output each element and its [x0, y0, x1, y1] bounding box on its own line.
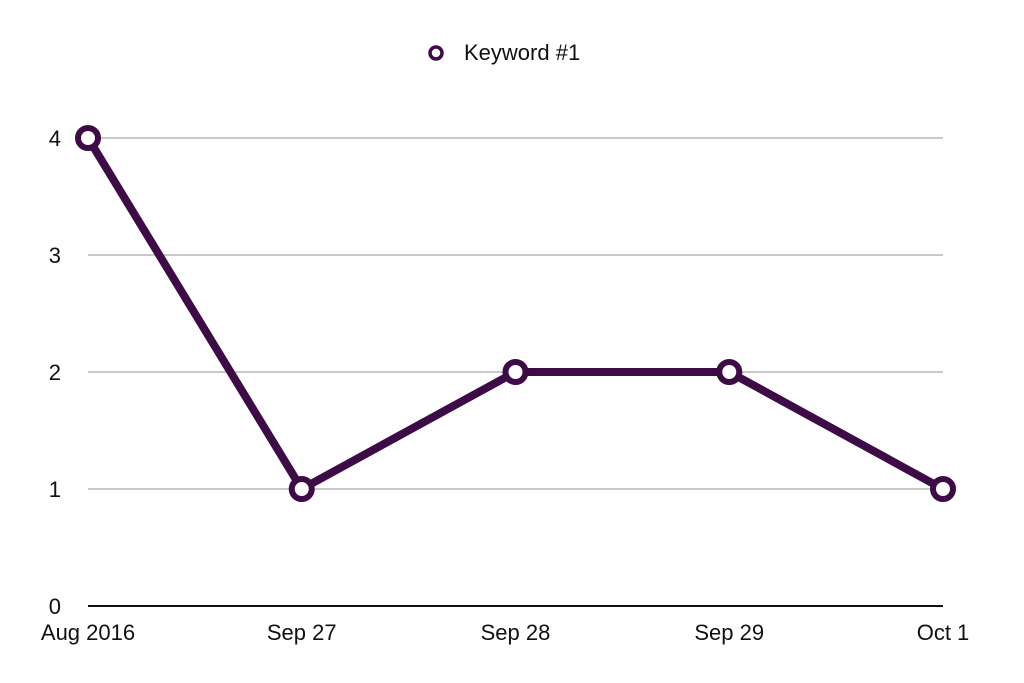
x-tick-label: Sep 29 [694, 620, 764, 645]
x-axis-ticks: Aug 2016 Sep 27 Sep 28 Sep 29 Oct 1 [41, 620, 969, 645]
legend-label: Keyword #1 [464, 40, 580, 65]
y-tick-label: 0 [49, 594, 61, 619]
data-point [502, 359, 529, 385]
x-tick-label: Sep 27 [267, 620, 337, 645]
y-axis-ticks: 0 1 2 3 4 [49, 126, 61, 619]
x-tick-label: Aug 2016 [41, 620, 135, 645]
legend-marker-icon [428, 45, 444, 61]
y-tick-label: 2 [49, 360, 61, 385]
y-tick-label: 1 [49, 477, 61, 502]
x-tick-label: Oct 1 [917, 620, 970, 645]
data-point [716, 359, 743, 385]
y-tick-label: 4 [49, 126, 61, 151]
x-tick-label: Sep 28 [481, 620, 551, 645]
series-keyword-1 [75, 125, 956, 502]
legend: Keyword #1 [428, 40, 580, 65]
data-point [75, 125, 101, 151]
series-line [84, 134, 947, 493]
y-tick-label: 3 [49, 243, 61, 268]
data-point [288, 476, 315, 502]
data-point [930, 476, 956, 502]
grid-lines [88, 137, 943, 490]
